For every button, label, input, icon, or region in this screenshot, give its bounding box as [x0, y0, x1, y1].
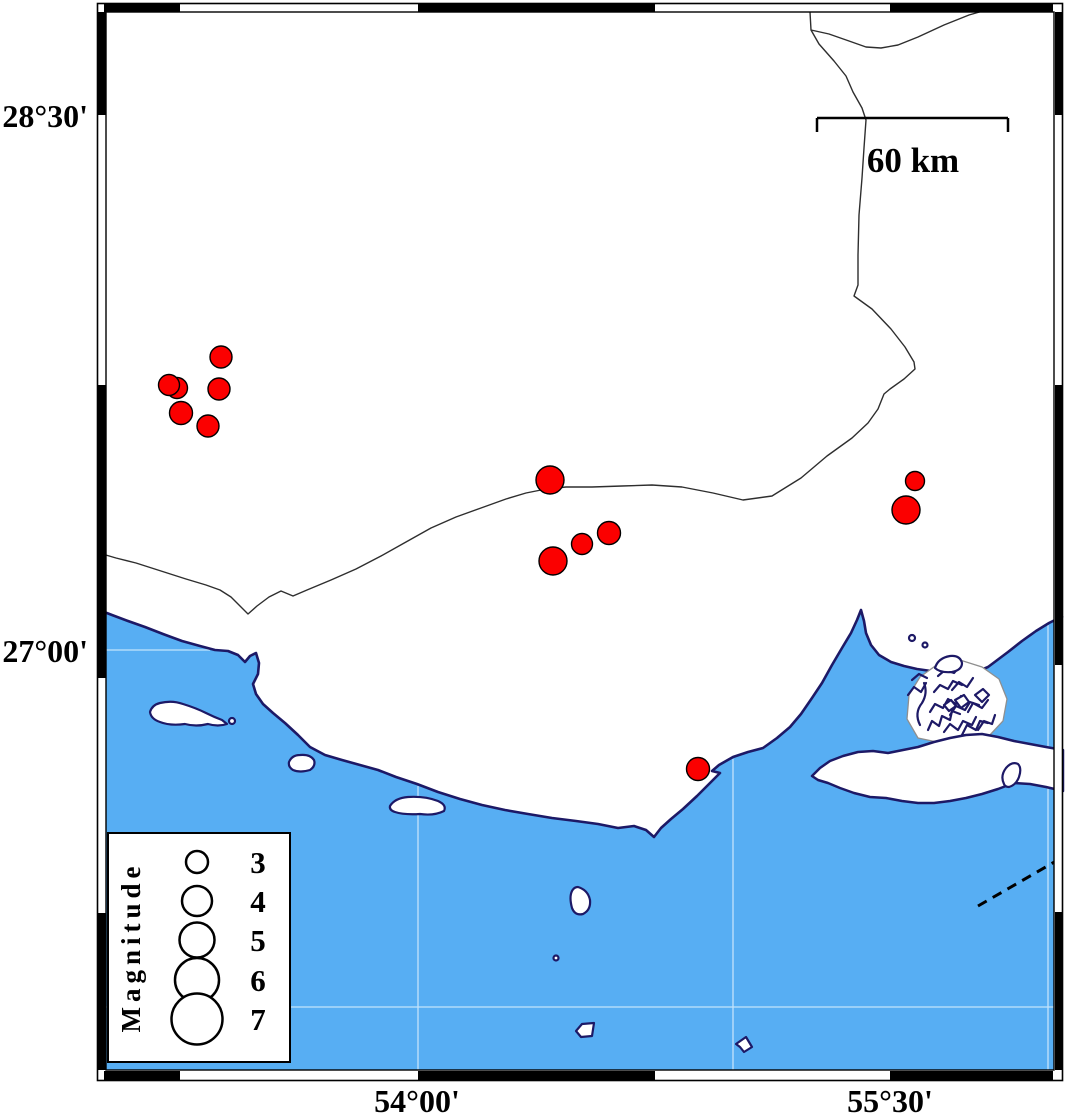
earthquake-marker — [168, 400, 194, 426]
legend-circle-mag-3 — [184, 849, 210, 875]
legend-circle-mag-7 — [170, 992, 224, 1046]
map-frame — [96, 2, 1064, 1082]
legend-circles — [170, 849, 224, 1046]
legend-numbers: 3 4 5 6 7 — [250, 845, 266, 1037]
legend-label-mag-7: 7 — [250, 1002, 266, 1037]
scale-bar-label: 60 km — [867, 141, 959, 180]
legend-label-mag-4: 4 — [250, 884, 266, 919]
islet-bay-1 — [907, 633, 917, 643]
earthquake-marker — [904, 470, 926, 492]
earthquake-marker — [596, 520, 622, 546]
boundary-main — [98, 11, 916, 615]
legend-label-mag-5: 5 — [250, 923, 266, 958]
lat-label-2830: 28°30' — [2, 98, 88, 134]
island-se-of-qeshm — [1001, 762, 1022, 789]
earthquake-marker — [538, 546, 568, 576]
islet-bay-2 — [921, 641, 929, 649]
island-south-2 — [734, 1035, 754, 1054]
earthquake-marker — [891, 495, 921, 525]
earthquake-marker — [685, 756, 711, 782]
earthquake-marker — [535, 465, 565, 495]
island-teardrop — [569, 885, 592, 916]
island-tiny-2 — [552, 954, 560, 962]
magnitude-legend: Magnitude 3 4 5 6 7 — [107, 832, 291, 1063]
legend-label-mag-6: 6 — [250, 963, 266, 998]
legend-circle-mag-5 — [178, 921, 216, 959]
legend-label-mag-3: 3 — [250, 845, 266, 880]
boundary-lines — [98, 10, 984, 615]
island-west-elongated — [148, 700, 229, 727]
island-small-2 — [287, 753, 316, 773]
earthquake-marker — [207, 377, 231, 401]
island-south-1 — [574, 1021, 596, 1039]
sea-polygon — [99, 610, 1063, 1072]
earthquake-marker — [196, 414, 220, 438]
lat-label-2700: 27°00' — [2, 633, 88, 669]
earthquake-marker — [209, 345, 233, 369]
island-bay-mouth — [933, 654, 964, 674]
islands — [148, 633, 1065, 1054]
lon-label-5530: 55°30' — [847, 1083, 933, 1118]
earthquake-marker — [570, 532, 594, 556]
legend-title: Magnitude — [116, 861, 146, 1032]
island-small-3 — [388, 795, 446, 816]
lon-label-5400: 54°00' — [374, 1083, 460, 1118]
island-tiny-1 — [227, 716, 237, 726]
boundary-branch — [810, 10, 984, 49]
earthquake-marker — [157, 373, 181, 397]
coastline — [98, 608, 1064, 839]
legend-circle-mag-4 — [180, 884, 214, 918]
scale-bar — [815, 116, 1010, 132]
earthquake-markers — [157, 345, 926, 782]
